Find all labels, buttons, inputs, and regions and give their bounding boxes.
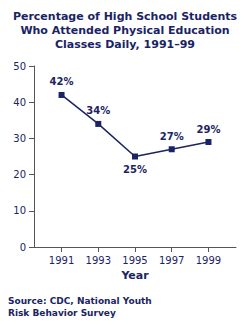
svg-text:1993: 1993	[86, 255, 111, 266]
svg-text:Who Attended Physical Educatio: Who Attended Physical Education	[20, 24, 229, 37]
svg-text:25%: 25%	[123, 164, 147, 175]
svg-text:0: 0	[20, 242, 26, 253]
svg-text:20: 20	[13, 169, 26, 180]
svg-text:Percentage of High School Stud: Percentage of High School Students	[13, 10, 238, 23]
svg-text:1995: 1995	[122, 255, 147, 266]
svg-text:29%: 29%	[196, 124, 220, 135]
svg-text:42%: 42%	[50, 76, 74, 87]
svg-text:Classes Daily, 1991–99: Classes Daily, 1991–99	[55, 38, 195, 51]
svg-text:1991: 1991	[49, 255, 74, 266]
svg-text:Risk Behavior Survey: Risk Behavior Survey	[8, 308, 116, 318]
svg-text:1999: 1999	[196, 255, 221, 266]
svg-text:30: 30	[13, 133, 26, 144]
svg-text:27%: 27%	[160, 131, 184, 142]
svg-text:50: 50	[13, 61, 26, 72]
svg-text:Source: CDC, National Youth: Source: CDC, National Youth	[8, 296, 152, 306]
svg-text:10: 10	[13, 205, 26, 216]
svg-text:1997: 1997	[159, 255, 184, 266]
svg-text:Year: Year	[120, 269, 149, 282]
svg-text:34%: 34%	[86, 105, 110, 116]
svg-text:40: 40	[13, 97, 26, 108]
